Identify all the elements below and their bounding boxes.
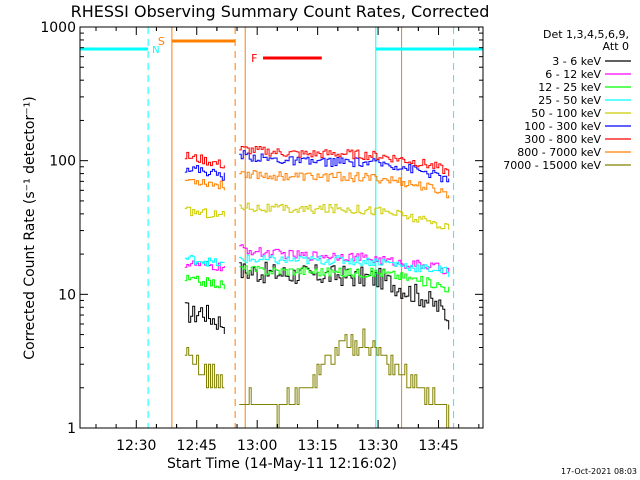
series-line (239, 146, 450, 177)
series-line (184, 255, 225, 267)
series-line (239, 170, 450, 199)
series-line (184, 347, 225, 389)
legend-label: 7000 - 15000 keV (503, 159, 601, 172)
legend-label: 300 - 800 keV (524, 133, 601, 146)
series-line (184, 274, 225, 290)
x-axis-label: Start Time (14-May-11 12:16:02) (167, 456, 397, 472)
footer-date: 17-Oct-2021 08:03 (561, 467, 637, 476)
series-line (239, 265, 450, 293)
x-tick-label: 13:45 (418, 438, 458, 454)
plot-area: NS F (79, 27, 483, 429)
legend-label: 25 - 50 keV (538, 94, 601, 107)
legend-label: 12 - 25 keV (538, 81, 601, 94)
y-tick-label: 1 (67, 421, 76, 437)
legend-label: 100 - 300 keV (524, 120, 601, 133)
x-tick-label: 12:30 (116, 438, 156, 454)
series-line (184, 151, 225, 169)
legend-label: 800 - 7000 keV (517, 146, 601, 159)
legend-header-line-1: Det 1,3,4,5,6,9, (543, 28, 629, 41)
axes: 12:30 12:45 13:00 13:15 13:30 13:45 1 10 100 1000 (40, 20, 483, 454)
series-line (184, 179, 225, 191)
series-line (184, 165, 225, 181)
series-line (184, 302, 225, 334)
x-tick-label: 13:30 (358, 438, 398, 454)
series-line (239, 244, 450, 275)
night-label: N (152, 45, 159, 56)
series-line (184, 260, 225, 272)
series-line (184, 206, 225, 219)
x-tick-label: 13:15 (297, 438, 337, 454)
x-tick-label: 13:00 (237, 438, 277, 454)
x-tick-label: 12:45 (177, 438, 217, 454)
chart-title: RHESSI Observing Summary Count Rates, Co… (71, 2, 490, 21)
legend-label: 3 - 6 keV (552, 55, 601, 68)
y-tick-label: 1000 (40, 20, 76, 36)
y-tick-label: 10 (58, 287, 76, 303)
legend-label: 50 - 100 keV (531, 107, 601, 120)
series-line (239, 261, 450, 330)
y-tick-label: 100 (49, 154, 76, 170)
y-axis-label: Corrected Count Rate (s⁻¹ detector⁻¹) (22, 96, 38, 359)
flare-label: F (251, 52, 257, 65)
series-line (239, 202, 450, 230)
series-line (239, 328, 450, 429)
series-line (239, 254, 450, 277)
saa-label: S (158, 35, 165, 48)
plot-frame (79, 26, 484, 429)
legend-label: 6 - 12 keV (545, 68, 601, 81)
legend-header-line-2: Att 0 (603, 40, 629, 53)
